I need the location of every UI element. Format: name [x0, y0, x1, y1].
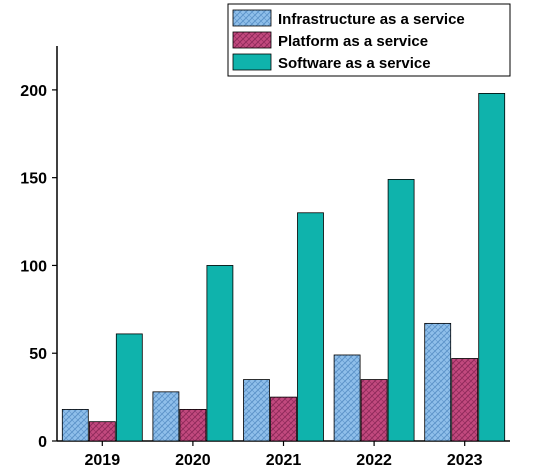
bar-saas-2019: [115, 333, 143, 442]
bar-iaas-2019: [61, 408, 89, 442]
bar-paas-2020: [179, 408, 207, 442]
axes: 0 50 100 150 200 2019 2020 2021 2022 2023: [20, 46, 510, 469]
legend-swatch: [232, 53, 272, 71]
legend: Infrastructure as a service Platform as a…: [227, 3, 511, 77]
bar-iaas-2020: [152, 391, 180, 442]
bar-iaas-2021: [243, 379, 270, 442]
x-tick-label: 2020: [175, 452, 211, 469]
y-tick-label: 0: [38, 434, 47, 451]
bar-paas-2023: [451, 358, 479, 442]
y-tick-label: 50: [29, 346, 47, 363]
legend-box: [227, 3, 511, 77]
legend-label: Infrastructure as a service: [278, 11, 465, 28]
bar-saas-2022: [387, 179, 415, 442]
bar-paas-2019: [88, 421, 116, 442]
legend-label: Platform as a service: [278, 33, 428, 50]
bar-saas-2021: [297, 212, 324, 442]
bar-iaas-2023: [424, 322, 452, 442]
bar-paas-2021: [270, 396, 297, 442]
x-tick-label: 2022: [356, 452, 392, 469]
bar-paas-2022: [360, 379, 388, 442]
y-tick-label: 200: [20, 83, 47, 100]
x-tick-label: 2021: [266, 452, 302, 469]
bar-saas-2023: [478, 93, 506, 442]
x-tick-label: 2023: [447, 452, 483, 469]
bars: [61, 93, 506, 442]
bar-iaas-2022: [333, 354, 361, 442]
y-tick-label: 150: [20, 171, 47, 188]
legend-swatch: [232, 9, 272, 27]
bar-saas-2020: [206, 265, 234, 442]
legend-swatch: [232, 31, 272, 49]
y-tick-label: 100: [20, 258, 47, 275]
legend-label: Software as a service: [278, 55, 431, 72]
x-tick-label: 2019: [85, 452, 121, 469]
